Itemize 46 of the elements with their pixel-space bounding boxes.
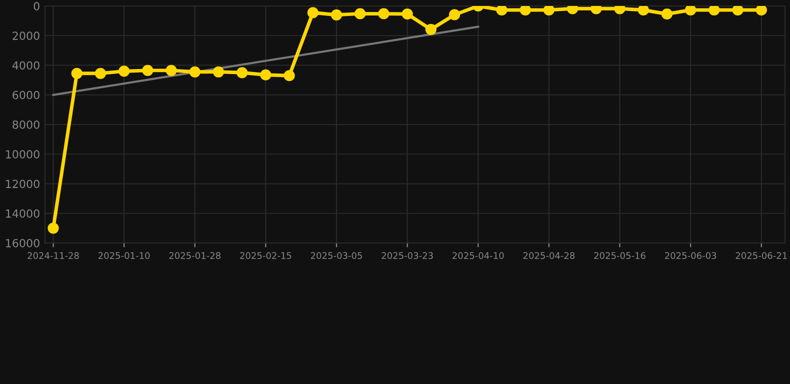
x-tick-label: 2025-05-16 <box>594 252 646 260</box>
y-tick-label: 16000 <box>6 238 40 248</box>
point <box>520 6 531 16</box>
point <box>330 9 342 20</box>
point <box>118 66 130 77</box>
x-tick-label: 2025-06-03 <box>665 252 716 260</box>
y-tick-label: 0 <box>34 2 40 10</box>
y-tick-label: 2000 <box>12 32 40 40</box>
x-tick-label: 2025-04-28 <box>523 252 575 260</box>
point <box>708 6 720 16</box>
x-tick-label: 2025-03-23 <box>382 252 433 260</box>
point <box>307 7 318 18</box>
point <box>685 6 696 16</box>
point <box>543 6 555 16</box>
x-tick-label: 2025-02-15 <box>240 252 292 260</box>
point <box>425 24 436 35</box>
point <box>448 9 460 20</box>
point <box>496 6 508 16</box>
y-tick-label: 10000 <box>6 150 40 159</box>
point <box>661 8 673 20</box>
x-tick-label: 2025-01-10 <box>98 252 150 260</box>
point <box>71 68 82 79</box>
x-tick-label: 2025-01-28 <box>169 252 221 260</box>
x-tick-label: 2025-04-10 <box>452 252 504 260</box>
point <box>756 6 767 16</box>
point <box>142 64 154 76</box>
x-tick-label: 2025-03-05 <box>310 252 362 260</box>
point <box>260 69 272 80</box>
y-tick-label: 8000 <box>12 120 40 129</box>
x-tick-label: 2025-06-21 <box>736 252 787 260</box>
y-tick-label: 4000 <box>12 61 40 70</box>
y-tick-label: 6000 <box>12 90 40 100</box>
point <box>402 8 413 20</box>
point <box>378 8 390 20</box>
point <box>189 66 200 78</box>
x-tick-label: 2024-11-28 <box>28 252 79 260</box>
point <box>284 70 295 82</box>
point <box>354 8 366 20</box>
point <box>236 67 248 78</box>
point <box>732 6 744 16</box>
y-tick-label: 12000 <box>6 180 40 188</box>
point <box>94 68 106 79</box>
y-tick-label: 14000 <box>6 209 40 218</box>
point <box>166 64 177 76</box>
point <box>212 66 224 78</box>
point <box>638 6 649 16</box>
